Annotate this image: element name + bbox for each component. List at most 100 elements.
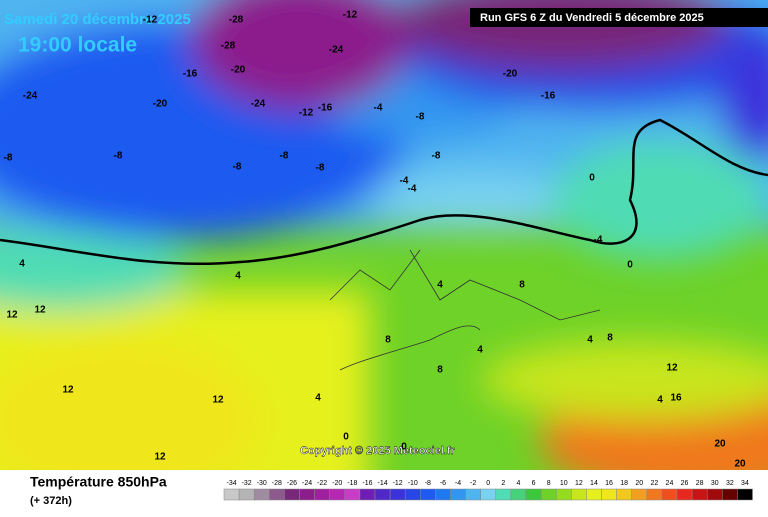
scale-cell xyxy=(661,488,678,501)
contour-label: 12 xyxy=(62,385,74,396)
scale-label: 0 xyxy=(486,480,490,487)
contour-label: -4 xyxy=(374,103,383,114)
scale-label: -8 xyxy=(425,480,431,487)
scale-cell xyxy=(329,488,346,501)
contour-label: 4 xyxy=(437,280,443,291)
scale-cell xyxy=(223,488,240,501)
scale-label: -26 xyxy=(287,480,297,487)
contour-label: 12 xyxy=(34,305,46,316)
contour-label: -8 xyxy=(280,151,289,162)
contour-label: 12 xyxy=(154,452,166,463)
scale-label: 32 xyxy=(726,480,734,487)
scale-label: -14 xyxy=(377,480,387,487)
contour-label: 0 xyxy=(343,432,349,443)
scale-cell xyxy=(238,488,255,501)
contour-label: 4 xyxy=(657,395,663,406)
scale-label: -6 xyxy=(440,480,446,487)
contour-label: -12 xyxy=(299,108,314,119)
scale-label: 12 xyxy=(575,480,583,487)
scale-cell xyxy=(359,488,376,501)
scale-cell xyxy=(510,488,527,501)
contour-label: -12 xyxy=(343,10,358,21)
scale-cell xyxy=(586,488,602,501)
contour-label: 20 xyxy=(734,459,746,470)
contour-label: -20 xyxy=(503,69,518,80)
scale-label: 20 xyxy=(635,480,643,487)
contour-label: 4 xyxy=(315,393,321,404)
contour-label: 12 xyxy=(212,395,224,406)
scale-cell xyxy=(450,488,466,501)
scale-cell xyxy=(540,488,557,501)
contour-label: -12 xyxy=(143,15,158,26)
scale-label: -20 xyxy=(332,480,342,487)
scale-label: 14 xyxy=(590,480,598,487)
scale-label: -32 xyxy=(242,480,252,487)
contour-label: 8 xyxy=(607,333,613,344)
contour-label: 16 xyxy=(670,393,682,404)
scale-label: -12 xyxy=(393,480,403,487)
scale-label: 6 xyxy=(532,480,536,487)
contour-label: 0 xyxy=(589,173,595,184)
contour-label: 4 xyxy=(587,335,593,346)
time-label: 19:00 locale xyxy=(18,34,137,57)
scale-cell xyxy=(420,488,436,501)
date-label: Samedi 20 décembre 2025 xyxy=(4,11,191,28)
scale-cell xyxy=(601,488,617,501)
scale-label: 28 xyxy=(696,480,704,487)
scale-label: -34 xyxy=(226,480,236,487)
contour-label: 4 xyxy=(19,259,25,270)
scale-label: -18 xyxy=(347,480,357,487)
lead-time: (+ 372h) xyxy=(30,495,72,507)
contour-label: 12 xyxy=(666,363,678,374)
scale-label: 22 xyxy=(650,480,658,487)
contour-label: 8 xyxy=(437,365,443,376)
run-label: Run GFS 6 Z du Vendredi 5 décembre 2025 xyxy=(480,12,704,24)
contour-label: 4 xyxy=(477,345,483,356)
run-banner xyxy=(470,8,768,27)
contour-label: 0 xyxy=(627,260,633,271)
scale-label: 24 xyxy=(666,480,674,487)
scale-label: -30 xyxy=(257,480,267,487)
scale-cell xyxy=(571,488,587,501)
scale-label: 16 xyxy=(605,480,613,487)
contour-label: -8 xyxy=(316,163,325,174)
contour-label: -4 xyxy=(408,184,417,195)
contour-label: 4 xyxy=(235,271,241,282)
contour-label: -28 xyxy=(221,41,236,52)
scale-cell xyxy=(314,488,330,501)
contour-label: -8 xyxy=(4,153,13,164)
scale-label: 34 xyxy=(741,480,749,487)
scale-label: 18 xyxy=(620,480,628,487)
scale-label: 2 xyxy=(501,480,505,487)
copyright: Copyright © 2025 Meteociel.fr xyxy=(300,445,456,457)
scale-cell xyxy=(631,488,648,501)
contour-label: -8 xyxy=(114,151,123,162)
contour-label: 8 xyxy=(385,335,391,346)
contour-label: -4 xyxy=(594,235,603,246)
scale-cell xyxy=(435,488,451,501)
scale-cell xyxy=(374,488,391,501)
scale-cell xyxy=(646,488,663,501)
scale-cell xyxy=(525,488,542,501)
scale-label: 4 xyxy=(516,480,520,487)
scale-label: -10 xyxy=(408,480,418,487)
contour-label: -28 xyxy=(229,15,244,26)
contour-label: -8 xyxy=(416,112,425,123)
scale-label: 26 xyxy=(681,480,689,487)
scale-label: -24 xyxy=(302,480,312,487)
scale-cell xyxy=(691,488,708,501)
contour-label: 0 xyxy=(401,442,407,453)
scale-label: -28 xyxy=(272,480,282,487)
contour-label: 20 xyxy=(714,439,726,450)
zero-isotherm xyxy=(0,118,768,266)
scale-cell xyxy=(389,488,406,501)
scale-label: 8 xyxy=(547,480,551,487)
scale-label: -4 xyxy=(455,480,461,487)
scale-cell xyxy=(253,488,270,501)
contour-label: -24 xyxy=(23,91,38,102)
contour-label: -4 xyxy=(400,176,409,187)
contour-label: -8 xyxy=(432,151,441,162)
